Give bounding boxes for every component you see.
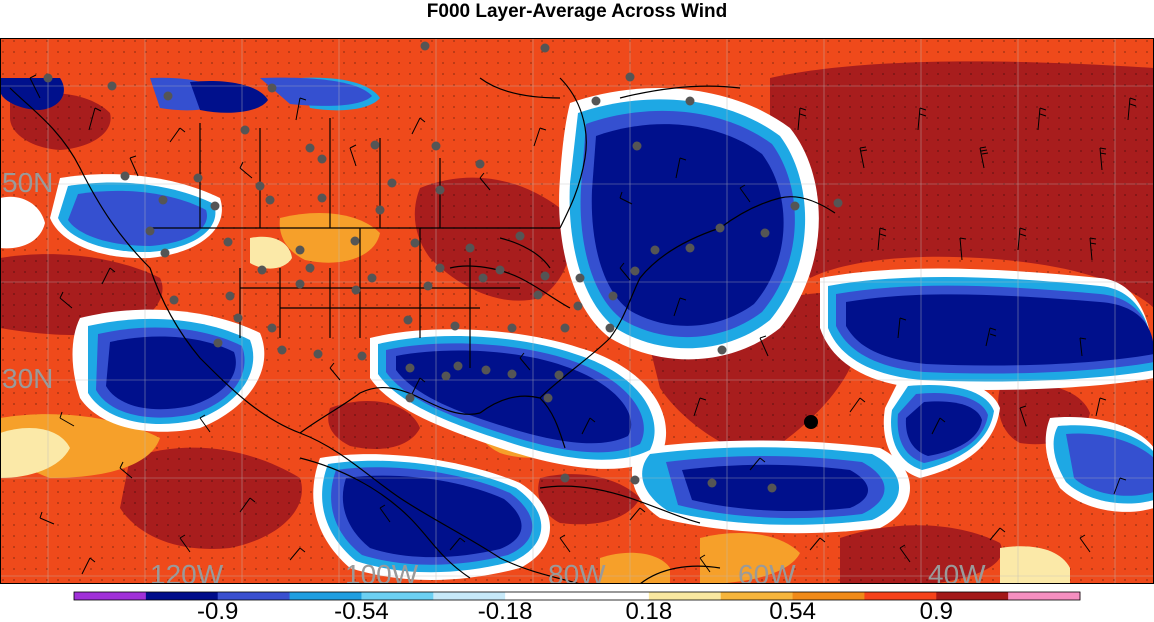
colorbar-swatch bbox=[217, 592, 291, 600]
colorbar-swatch bbox=[505, 592, 578, 600]
colorbar-swatch bbox=[74, 592, 147, 600]
wind-barbs bbox=[29, 74, 1137, 575]
lon-label-80w: 80W bbox=[548, 559, 606, 584]
colorbar-swatch bbox=[1008, 592, 1081, 600]
latitude-labels: 50N 30N bbox=[2, 167, 53, 394]
colorbar-swatch bbox=[720, 592, 794, 600]
weather-map: 120W 100W 80W 60W 40W 50N 30N bbox=[0, 38, 1154, 584]
graticule bbox=[0, 38, 1154, 584]
colorbar-frame bbox=[73, 591, 1081, 601]
map-title: F000 Layer-Average Across Wind bbox=[426, 1, 728, 22]
colorbar-label: 0.9 bbox=[920, 598, 953, 622]
lon-label-120w: 120W bbox=[150, 559, 224, 584]
colorbar-label: 0.18 bbox=[626, 598, 673, 622]
field-pale-yellow bbox=[0, 236, 1070, 584]
colorbar: -0.9 -0.54 -0.18 0.18 0.54 0.9 bbox=[73, 591, 1081, 622]
colorbar-swatch bbox=[792, 592, 865, 600]
colorbar-swatch bbox=[361, 592, 434, 600]
colorbar-swatch bbox=[433, 592, 506, 600]
colorbar-label: 0.54 bbox=[769, 598, 816, 622]
lat-label-30n: 30N bbox=[2, 363, 53, 394]
colorbar-swatch bbox=[864, 592, 937, 600]
lon-label-60w: 60W bbox=[738, 559, 796, 584]
colorbar-swatch bbox=[648, 592, 722, 600]
station-markers bbox=[43, 41, 843, 493]
lat-label-50n: 50N bbox=[2, 167, 53, 198]
colorbar-swatch bbox=[289, 592, 362, 600]
highlight-station-marker bbox=[804, 415, 818, 429]
lon-label-40w: 40W bbox=[928, 559, 986, 584]
colorbar-swatches bbox=[73, 591, 1081, 601]
colorbar-label: -0.9 bbox=[197, 598, 238, 622]
colorbar-swatch bbox=[936, 592, 1009, 600]
colorbar-label: -0.18 bbox=[478, 598, 533, 622]
colorbar-swatch bbox=[577, 592, 650, 600]
lon-label-100w: 100W bbox=[345, 559, 419, 584]
colorbar-labels: -0.9 -0.54 -0.18 0.18 0.54 0.9 bbox=[197, 598, 953, 622]
colorbar-swatch bbox=[145, 592, 219, 600]
colorbar-label: -0.54 bbox=[334, 598, 389, 622]
longitude-labels: 120W 100W 80W 60W 40W bbox=[150, 559, 986, 584]
